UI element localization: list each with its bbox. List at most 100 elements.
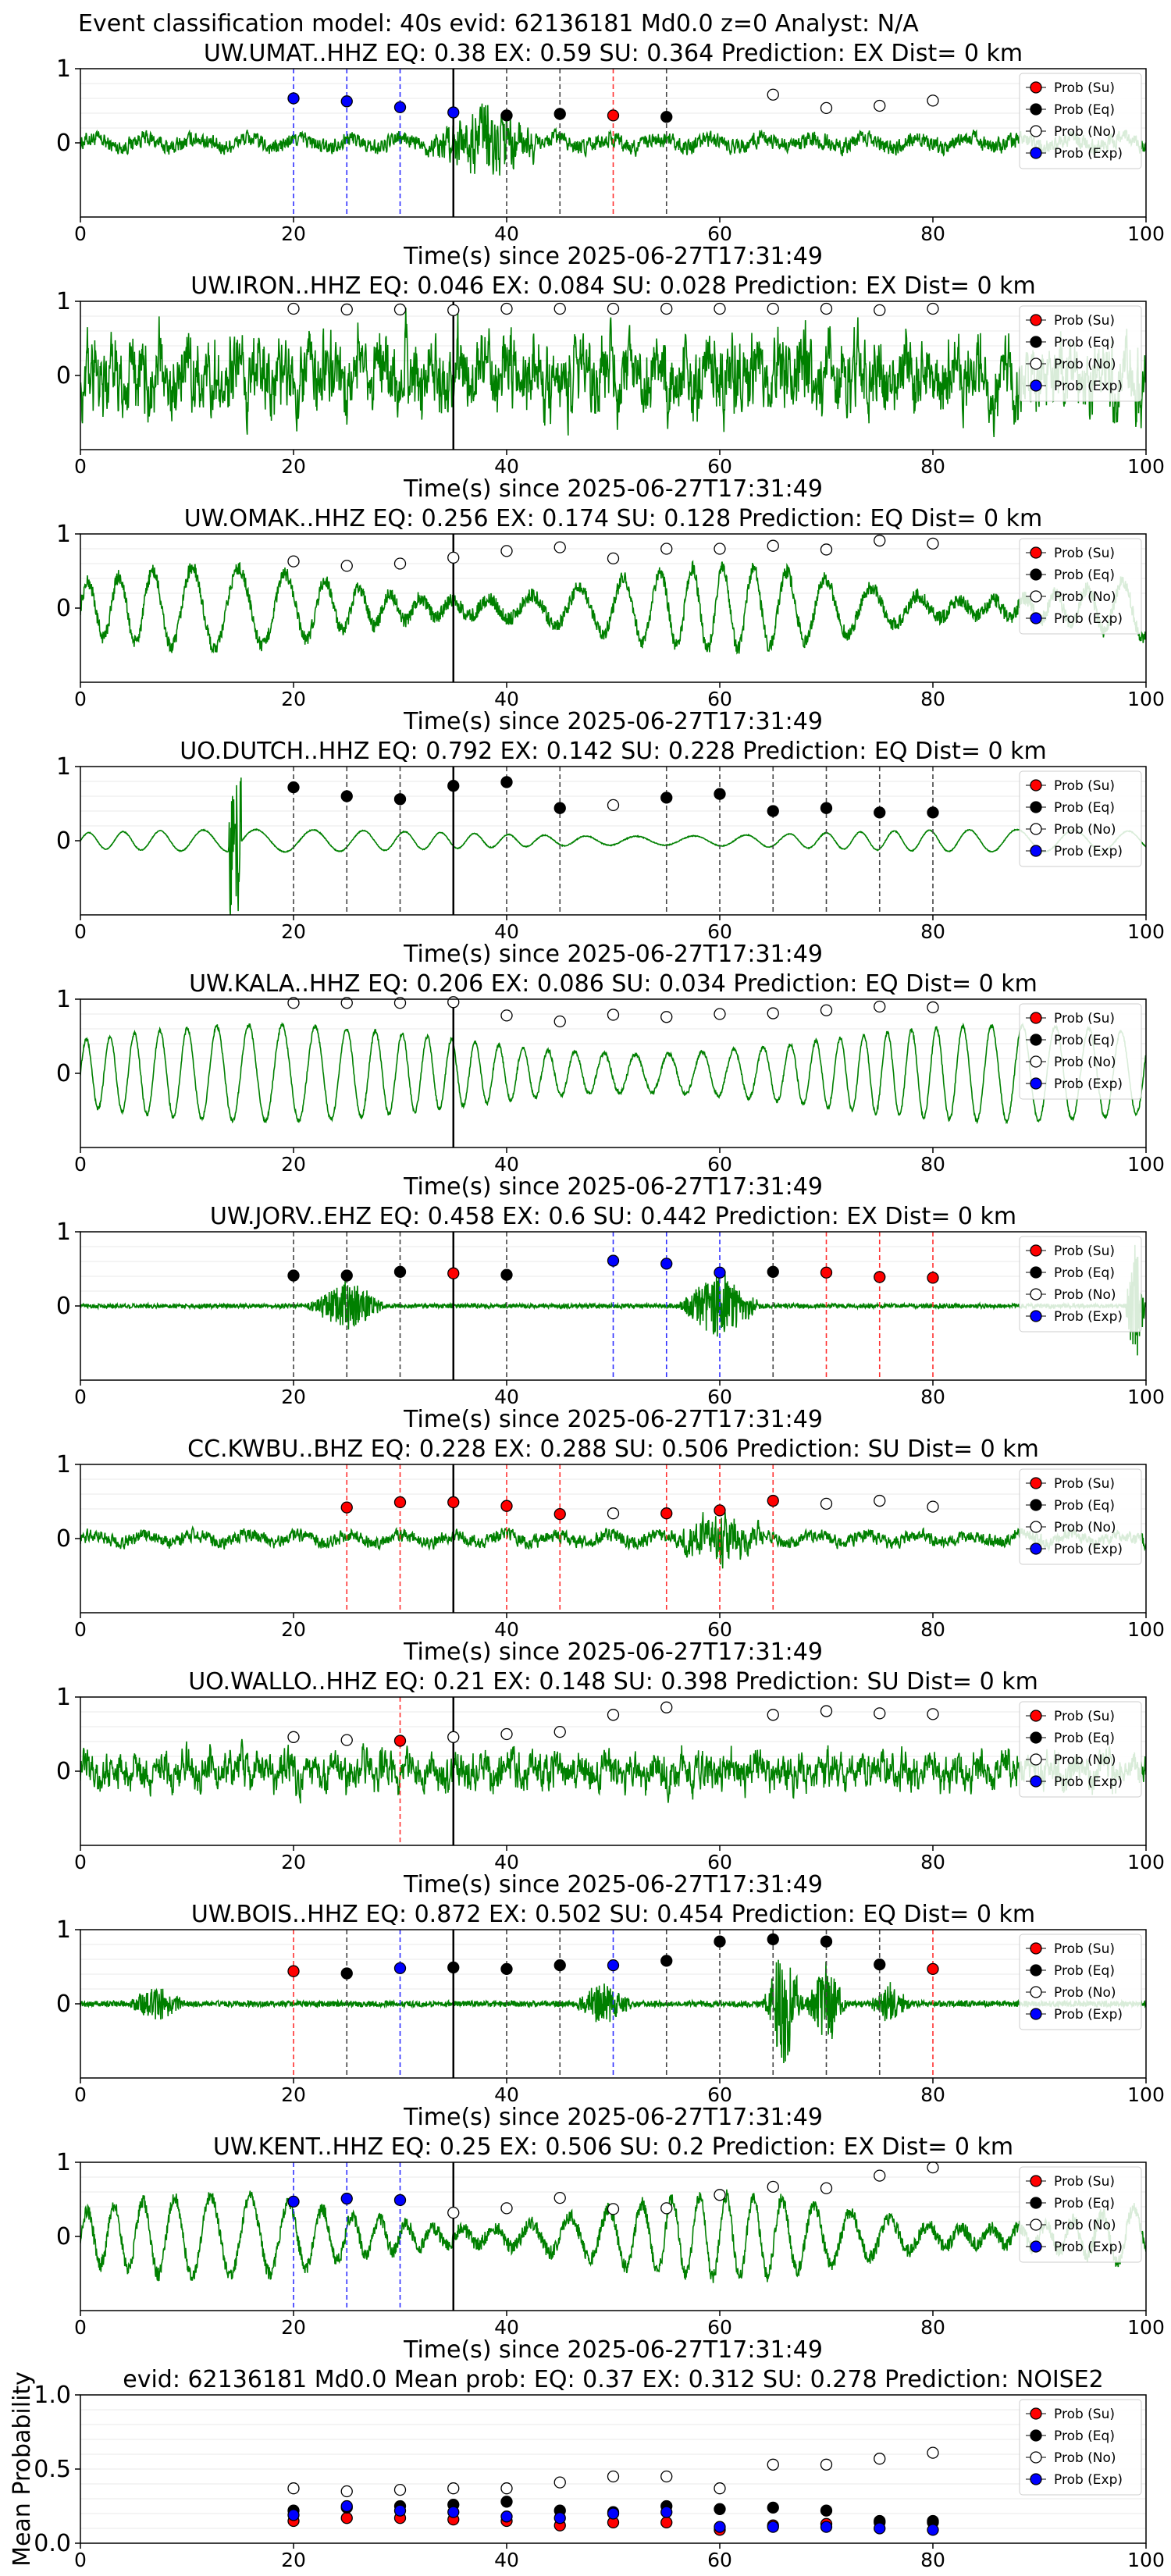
y-tick-label: 0.5	[34, 2456, 71, 2483]
legend-marker-su	[1030, 314, 1042, 326]
legend-label: Prob (Su)	[1054, 2174, 1115, 2190]
legend-box	[1019, 73, 1142, 169]
legend-label: Prob (No)	[1054, 1752, 1116, 1768]
legend-marker-no	[1030, 125, 1042, 137]
legend-marker-eq	[1030, 1499, 1042, 1511]
panel-8: UW.BOIS..HHZ EQ: 0.872 EX: 0.502 SU: 0.4…	[56, 1901, 1165, 2131]
waveform-trace	[80, 560, 1146, 655]
legend-label: Prob (No)	[1054, 589, 1116, 605]
panel-0: UW.UMAT..HHZ EQ: 0.38 EX: 0.59 SU: 0.364…	[56, 40, 1165, 270]
prob-point-no	[553, 1725, 566, 1738]
prob-point-no	[553, 2191, 566, 2204]
mean-point-no	[393, 2483, 407, 2496]
x-tick-label: 60	[707, 1153, 732, 1176]
prob-point-no	[607, 1009, 620, 1021]
waveform-trace	[80, 777, 1146, 915]
prob-point-no	[874, 534, 886, 547]
x-axis-label: Time(s) since 2025-06-27T17:31:49	[403, 1173, 823, 1201]
mean-point-eq	[820, 2504, 833, 2517]
prob-point-eq	[660, 1955, 673, 1967]
x-axis-label: Time(s) since 2025-06-27T17:31:49	[403, 1871, 823, 1898]
legend-marker-no	[1030, 2451, 1042, 2464]
x-tick-label: 100	[1127, 222, 1165, 245]
x-tick-label: 80	[920, 222, 945, 245]
prob-point-exp	[714, 1266, 726, 1279]
legend-label: Prob (Exp)	[1054, 844, 1123, 859]
x-tick-label: 60	[707, 1851, 732, 1873]
x-tick-label: 60	[707, 1386, 732, 1408]
mean-point-no	[287, 2482, 300, 2495]
panel-title: UW.UMAT..HHZ EQ: 0.38 EX: 0.59 SU: 0.364…	[204, 40, 1023, 67]
x-tick-label: 100	[1127, 688, 1165, 710]
panel-title: UW.KENT..HHZ EQ: 0.25 EX: 0.506 SU: 0.2 …	[213, 2133, 1013, 2161]
prob-point-no	[874, 1000, 886, 1013]
prob-point-eq	[500, 1962, 513, 1976]
legend-label: Prob (Exp)	[1054, 2240, 1123, 2255]
prob-point-eq	[287, 1269, 300, 1282]
legend-label: Prob (Su)	[1054, 2407, 1115, 2422]
prob-point-no	[447, 304, 460, 317]
prob-point-no	[660, 2202, 673, 2215]
prob-point-su	[927, 1962, 939, 1976]
panel-2: UW.OMAK..HHZ EQ: 0.256 EX: 0.174 SU: 0.1…	[56, 505, 1165, 735]
legend-label: Prob (No)	[1054, 1287, 1116, 1303]
mean-point-no	[767, 2458, 779, 2471]
prob-point-no	[500, 1009, 513, 1022]
legend-label: Prob (Su)	[1054, 1011, 1115, 1026]
x-tick-label: 20	[281, 222, 306, 245]
prob-point-eq	[927, 806, 939, 819]
y-tick-label: 1	[56, 753, 71, 781]
legend-marker-su	[1030, 2175, 1042, 2187]
legend-marker-eq	[1030, 103, 1042, 116]
legend-marker-su	[1030, 779, 1042, 792]
y-tick-label: 0	[56, 1293, 71, 1320]
x-axis-label: Time(s) since 2025-06-27T17:31:49	[403, 1406, 823, 1433]
prob-point-no	[874, 99, 886, 112]
mean-point-exp	[607, 2507, 620, 2520]
y-tick-label: 1	[56, 1916, 71, 1944]
x-tick-label: 60	[707, 920, 732, 943]
panel-title: UO.WALLO..HHZ EQ: 0.21 EX: 0.148 SU: 0.3…	[188, 1668, 1038, 1695]
prob-point-no	[767, 1007, 779, 1019]
legend-marker-exp	[1030, 2008, 1042, 2020]
prob-point-no	[287, 302, 300, 315]
legend-label: Prob (No)	[1054, 124, 1116, 140]
x-axis-label: Time(s) since 2025-06-27T17:31:49	[403, 2104, 823, 2131]
mean-point-exp	[714, 2521, 726, 2533]
prob-point-su	[447, 1267, 460, 1279]
legend-box	[1019, 1701, 1142, 1798]
prob-point-no	[393, 997, 407, 1009]
legend-label: Prob (Su)	[1054, 1941, 1115, 1957]
mean-point-no	[340, 2485, 353, 2498]
mean-point-exp	[767, 2521, 779, 2533]
panel-title: UW.KALA..HHZ EQ: 0.206 EX: 0.086 SU: 0.0…	[189, 970, 1038, 998]
x-tick-label: 0	[74, 2549, 87, 2571]
prob-point-no	[927, 537, 939, 550]
prob-point-no	[927, 94, 939, 107]
legend-label: Prob (No)	[1054, 1520, 1116, 1535]
x-tick-label: 0	[74, 455, 87, 478]
prob-point-no	[447, 2206, 460, 2219]
legend-marker-su	[1030, 546, 1042, 559]
legend-box	[1019, 2166, 1142, 2263]
x-tick-label: 60	[707, 2549, 732, 2571]
prob-point-su	[447, 1496, 460, 1509]
x-tick-label: 100	[1127, 1851, 1165, 1873]
mean-point-su	[660, 2516, 673, 2529]
prob-point-eq	[553, 1959, 566, 1972]
x-tick-label: 20	[281, 2549, 306, 2571]
legend-marker-eq	[1030, 801, 1042, 813]
legend-marker-eq	[1030, 1964, 1042, 1976]
mean-point-exp	[660, 2506, 673, 2518]
prob-point-eq	[553, 802, 566, 814]
legend-marker-exp	[1030, 1775, 1042, 1788]
x-tick-label: 80	[920, 455, 945, 478]
prob-point-no	[767, 302, 779, 315]
x-tick-label: 80	[920, 1851, 945, 1873]
prob-point-su	[287, 1965, 300, 1977]
prob-point-eq	[447, 1961, 460, 1974]
panel-9: UW.KENT..HHZ EQ: 0.25 EX: 0.506 SU: 0.2 …	[56, 2133, 1165, 2364]
prob-point-no	[500, 545, 513, 557]
y-tick-label: 0	[56, 1991, 71, 2018]
y-tick-label: 1	[56, 1451, 71, 1478]
